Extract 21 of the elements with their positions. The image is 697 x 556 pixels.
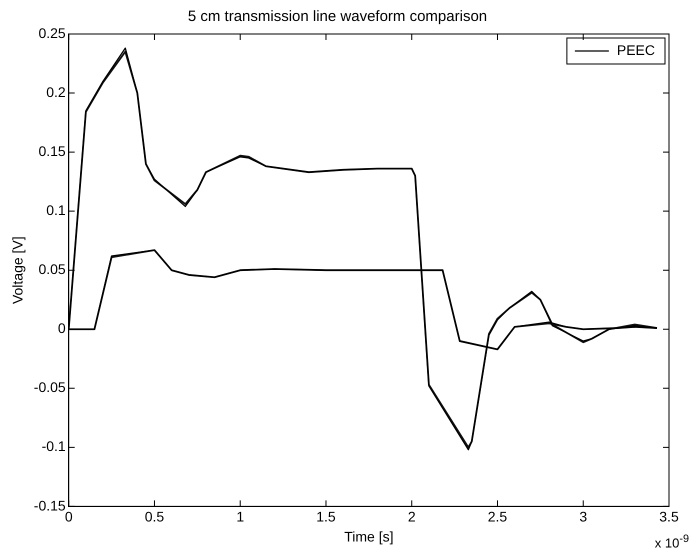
y-tick-label: 0.15 bbox=[38, 142, 66, 159]
y-axis-title: Voltage [V] bbox=[9, 236, 26, 304]
y-tick-label: 0 bbox=[58, 320, 66, 336]
y-tick-label: -0.15 bbox=[34, 497, 66, 514]
chart-title: 5 cm transmission line waveform comparison bbox=[188, 8, 488, 26]
y-tick-label: 0.1 bbox=[46, 202, 66, 218]
y-tick-label: 0.25 bbox=[38, 24, 66, 41]
text: x 10$^{-9}$ bbox=[654, 532, 689, 550]
y-tick-label: -0.05 bbox=[34, 379, 66, 396]
y-tick-label: 0.2 bbox=[46, 84, 66, 100]
x-tick-label: 3.5 bbox=[659, 508, 679, 525]
y-tick-label: 0.05 bbox=[38, 261, 66, 278]
x-tick-label: 2.5 bbox=[488, 508, 508, 525]
x-tick-label: 3 bbox=[579, 508, 588, 525]
x-tick-label: 1.5 bbox=[316, 508, 336, 525]
x-tick-label: 0.5 bbox=[144, 508, 164, 525]
legend-label: PEEC bbox=[616, 42, 655, 58]
x-tick-label: 1 bbox=[236, 508, 244, 525]
y-tick-label: -0.1 bbox=[42, 438, 66, 454]
x-axis-title: Time [s] bbox=[344, 528, 394, 544]
x-tick-label: 2 bbox=[408, 508, 416, 525]
